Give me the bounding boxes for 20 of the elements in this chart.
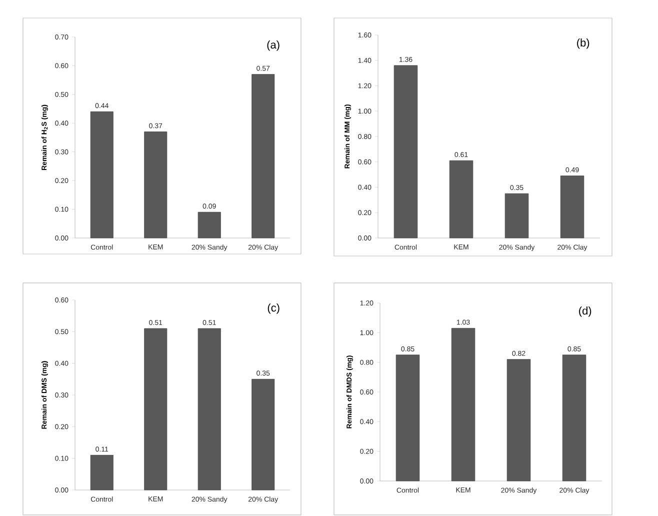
bar <box>394 65 418 238</box>
bar <box>451 328 476 482</box>
bar <box>252 74 275 238</box>
annotation: (a) <box>267 40 280 51</box>
annotation: (d) <box>579 306 592 317</box>
bar <box>252 378 275 490</box>
bar <box>562 354 586 482</box>
annotation: (b) <box>577 38 590 49</box>
bar <box>506 359 531 482</box>
bar <box>90 454 114 490</box>
bar <box>560 176 584 238</box>
annotation: (c) <box>268 304 280 314</box>
bar <box>198 212 221 238</box>
bar <box>144 132 168 238</box>
bar <box>504 193 529 238</box>
bar <box>449 160 474 238</box>
bar <box>198 328 221 490</box>
bar <box>144 328 168 490</box>
bar <box>396 354 420 482</box>
bar <box>90 111 114 238</box>
